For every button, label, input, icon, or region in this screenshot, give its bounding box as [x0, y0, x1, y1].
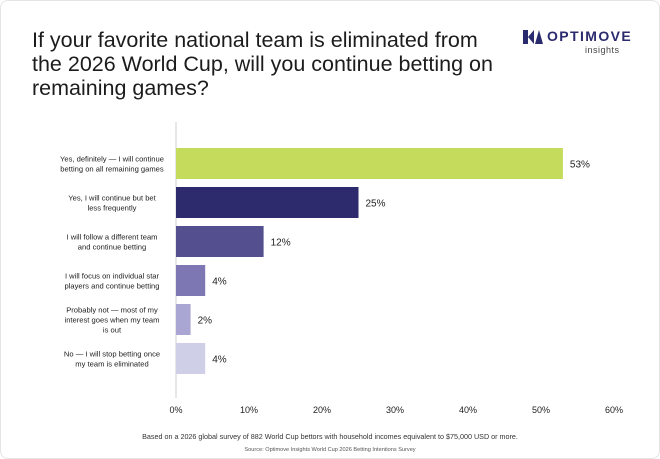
x-tick-label-10: 10% [240, 405, 258, 415]
category-label-3: I will follow a different team and contin… [66, 233, 157, 252]
category-label-6: No — I will stop betting once my team is … [64, 350, 160, 369]
category-label-4: I will focus on individual star players a… [65, 272, 160, 291]
bar-6 [176, 343, 206, 374]
value-label-3: 12% [271, 238, 291, 249]
bar-3 [176, 226, 264, 257]
bar-5 [176, 304, 191, 335]
bar-4 [176, 265, 206, 296]
x-tick-label-60: 60% [605, 405, 623, 415]
value-label-2: 25% [366, 199, 386, 210]
survey-footnote: Based on a 2026 global survey of 882 Wor… [142, 432, 518, 441]
category-label-1: Yes, definitely — I will continue betting… [60, 155, 164, 174]
logo-subtitle: insights [585, 45, 620, 55]
x-tick-label-50: 50% [532, 405, 550, 415]
source-footnote: Source: Optimove Insights World Cup 2026… [244, 447, 416, 453]
brand-logo: OPTIMOVE insights [523, 26, 633, 56]
value-label-1: 53% [570, 160, 590, 171]
value-label-4: 4% [212, 277, 227, 288]
bar-2 [176, 187, 359, 218]
category-label-2: Yes, I will continue but bet less frequen… [68, 194, 156, 213]
optimove-logo-icon [523, 30, 543, 44]
logo-wordmark: OPTIMOVE [547, 28, 633, 44]
x-tick-label-20: 20% [313, 405, 331, 415]
bar-1 [176, 148, 563, 179]
category-label-5: Probably not — most of my interest goes w… [65, 306, 160, 335]
x-tick-label-30: 30% [386, 405, 404, 415]
value-label-6: 4% [212, 355, 227, 366]
value-label-5: 2% [198, 316, 213, 327]
x-tick-label-0: 0% [169, 405, 182, 415]
chart-title: If your favorite national team is elimin… [32, 28, 493, 100]
x-tick-label-40: 40% [459, 405, 477, 415]
